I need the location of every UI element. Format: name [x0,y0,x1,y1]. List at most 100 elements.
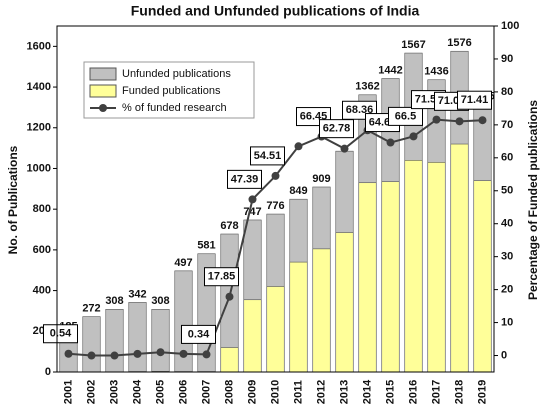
line-label: 0.34 [188,328,210,340]
x-tick-label: 2016 [407,380,419,404]
marker [202,350,211,359]
y2-tick-label: 70 [501,119,513,131]
legend-swatch [89,84,117,98]
bar [381,181,400,373]
marker [156,348,165,357]
bar-label: 272 [82,303,100,315]
x-tick-label: 2013 [338,380,350,404]
bar-label: 776 [266,200,284,212]
bar-label: 747 [243,206,261,218]
line-label: 54.51 [254,150,282,162]
y2-tick-label: 60 [501,152,513,164]
x-tick-label: 2012 [315,380,327,404]
bar-label: 1436 [424,66,448,78]
y-tick-label: 600 [33,244,51,256]
x-tick-label: 2017 [430,380,442,404]
marker [340,144,349,153]
marker [87,351,96,360]
bar-label: 909 [312,173,330,185]
bar [128,302,147,373]
bar-label: 308 [151,295,169,307]
label-box [181,324,216,344]
bar [427,162,446,373]
marker [133,349,142,358]
line-label: 0.54 [50,328,72,340]
marker [294,142,303,151]
bar-label: 1442 [378,64,402,76]
bar-label: 497 [174,257,192,269]
x-tick-label: 2004 [131,379,143,404]
bar-label: 1567 [401,39,425,51]
bar-label: 1576 [447,37,471,49]
bar [358,182,377,373]
legend-label: % of funded research [122,102,227,114]
x-tick-label: 2005 [154,380,166,404]
y-axis-label: No. of Publications [6,145,20,254]
x-tick-label: 2007 [200,380,212,404]
label-box [250,146,285,166]
chart-title: Funded and Unfunded publications of Indi… [131,3,420,19]
bar [450,143,469,373]
y-tick-label: 1400 [27,81,51,93]
marker [455,117,464,126]
bar [335,232,354,373]
x-tick-label: 2015 [384,380,396,404]
y2-tick-label: 90 [501,53,513,65]
y2-tick-label: 40 [501,218,513,230]
y-tick-label: 1600 [27,40,51,52]
marker [225,292,234,301]
bar [151,309,170,373]
bar [105,309,124,373]
y2-tick-label: 30 [501,251,513,263]
bar [266,286,285,373]
x-tick-label: 2019 [476,380,488,404]
legend-label: Unfunded publications [122,68,231,80]
marker [64,349,73,358]
marker [110,351,119,360]
x-tick-label: 2011 [292,380,304,404]
marker [179,349,188,358]
legend-label: Funded publications [122,85,221,97]
x-tick-label: 2008 [223,380,235,404]
y-tick-label: 0 [45,366,51,378]
x-tick-label: 2002 [85,380,97,404]
x-tick-label: 2001 [62,380,74,404]
bar [243,299,262,373]
bar-label: 678 [220,220,238,232]
bar-label: 1362 [355,81,379,93]
plot-frame [56,25,495,373]
y-tick-label: 1000 [27,162,51,174]
label-box [43,324,78,344]
line-label: 47.39 [231,173,259,185]
x-tick-label: 2014 [361,379,373,404]
y2-tick-label: 0 [501,349,507,361]
bar-label: 849 [289,185,307,197]
label-box [204,267,239,287]
y-tick-label: 400 [33,284,51,296]
line-label: 62.78 [323,123,351,135]
legend-swatch [89,67,117,81]
line-label: 66.5 [395,110,416,122]
x-tick-label: 2006 [177,380,189,404]
bar [404,160,423,373]
bar [473,180,492,373]
y2-tick-label: 80 [501,86,513,98]
label-box [319,119,354,139]
marker [409,132,418,141]
y-tick-label: 1200 [27,122,51,134]
y2-tick-label: 50 [501,185,513,197]
x-tick-label: 2018 [453,380,465,404]
bar [312,248,331,373]
bar-label: 342 [128,288,146,300]
x-tick-label: 2009 [246,380,258,404]
label-box [227,169,262,189]
x-tick-label: 2010 [269,380,281,404]
marker [271,171,280,180]
bar [82,316,101,373]
marker [432,115,441,124]
bar-label: 308 [105,295,123,307]
bar [220,347,239,373]
marker [386,138,395,147]
line-label: 17.85 [208,271,236,283]
